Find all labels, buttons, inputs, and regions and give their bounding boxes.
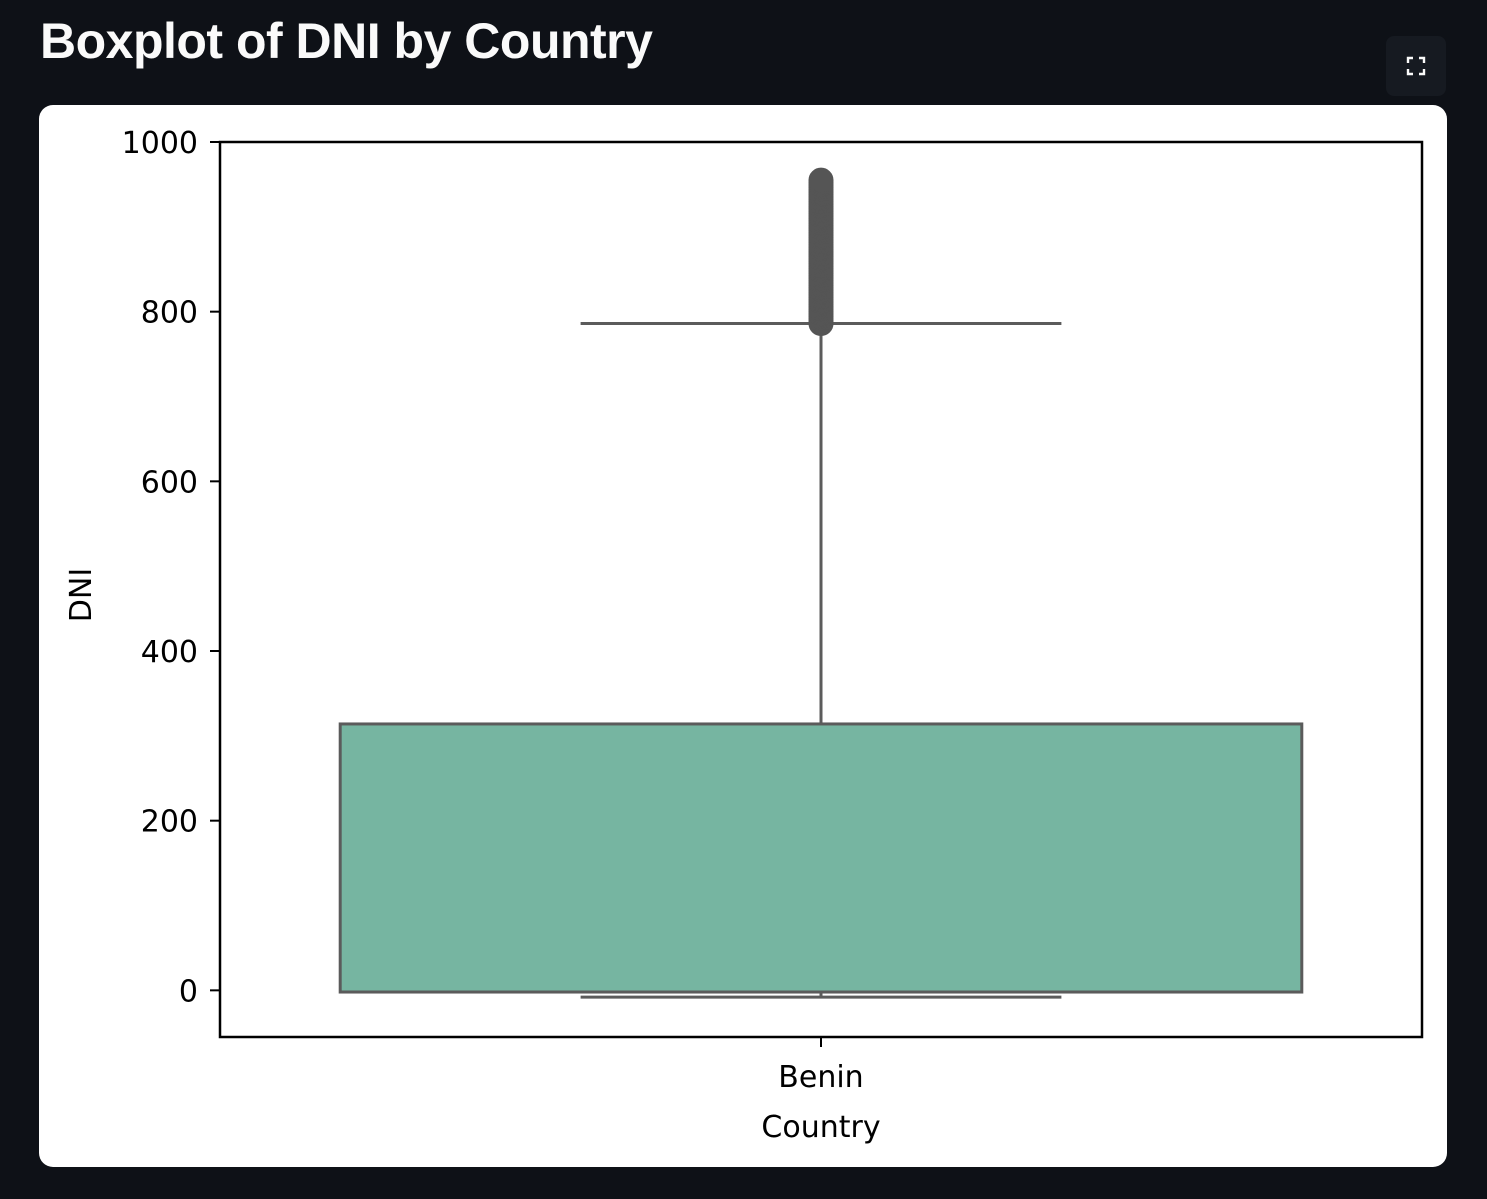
y-tick-label: 1000 [122,126,198,161]
y-tick-label: 800 [141,296,198,331]
y-axis-label: DNI [64,568,99,622]
y-tick-label: 0 [179,974,198,1009]
box-layer [338,167,1304,999]
outlier-points [808,167,834,337]
label-layer: DNI Country [64,568,881,1145]
boxplot-chart: Benin 0 200 400 600 800 1000 DNI Country [64,126,1424,1145]
fullscreen-icon [1406,56,1426,76]
y-tick-label: 600 [141,465,198,500]
x-axis-label: Country [761,1110,880,1145]
outlier-point [808,167,834,193]
fullscreen-button[interactable] [1386,36,1446,96]
page-title: Boxplot of DNI by Country [40,13,653,69]
iqr-box [338,722,1304,994]
axis-layer: Benin 0 200 400 600 800 1000 [122,126,1424,1095]
x-tick-label: Benin [778,1060,863,1095]
plot-frame [218,140,1424,1039]
y-tick-label: 400 [141,635,198,670]
chart-card: Benin 0 200 400 600 800 1000 DNI Country [39,105,1447,1167]
y-tick-label: 200 [141,805,198,840]
